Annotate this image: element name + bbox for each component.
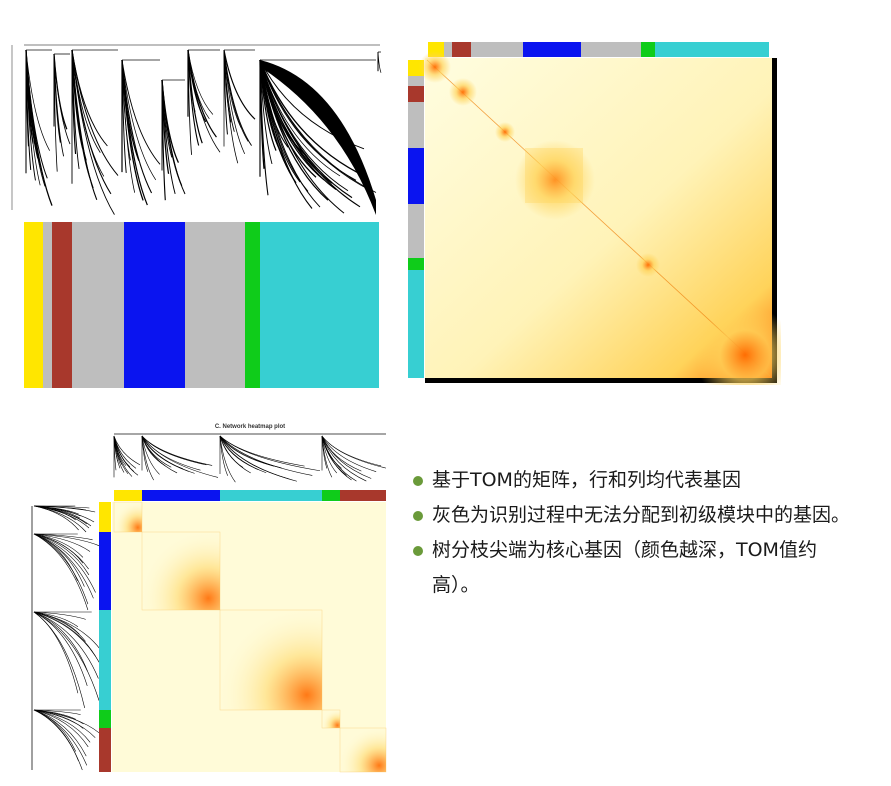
module-segment-turquoise xyxy=(260,222,379,388)
tom-top-segment-grey xyxy=(471,42,523,57)
network-module-block xyxy=(340,728,386,772)
tom-top-segment-turquoise xyxy=(655,42,769,57)
tom-module-block xyxy=(695,305,781,385)
tom-top-segment-brown xyxy=(452,42,471,57)
tom-top-segment-grey xyxy=(444,42,452,57)
tom-left-segment-turquoise xyxy=(408,270,424,378)
network-heatmap-title: C. Network heatmap plot xyxy=(214,424,286,430)
module-segment-yellow xyxy=(24,222,43,388)
network-top-segment-turquoise xyxy=(220,490,322,501)
module-segment-brown xyxy=(52,222,72,388)
tom-top-segment-blue xyxy=(523,42,581,57)
dendrogram-branch xyxy=(53,53,71,172)
dendrogram-branch xyxy=(25,49,53,206)
tom-module-block xyxy=(419,51,451,83)
tom-left-segment-blue xyxy=(408,148,424,204)
dendrogram-branch xyxy=(223,49,256,164)
dendrogram-branch xyxy=(161,79,186,201)
tom-module-block xyxy=(449,78,477,106)
tom-left-segment-green xyxy=(408,258,424,270)
tom-left-segment-grey xyxy=(408,204,424,258)
bullet-text-2: 灰色为识别过程中无法分配到初级模块中的基因。 xyxy=(432,504,851,526)
dendrogram-branch xyxy=(71,49,119,215)
tom-left-segment-grey xyxy=(408,76,424,86)
network-module-block xyxy=(220,610,322,710)
module-segment-grey xyxy=(185,222,245,388)
bullet-text-1: 基于TOM的矩阵，行和列均代表基因 xyxy=(432,469,741,491)
module-color-bar xyxy=(24,222,379,388)
network-left-segment-green xyxy=(99,710,111,728)
bullet-dot-icon xyxy=(413,546,423,556)
tom-heatmap-panel xyxy=(405,40,781,385)
bullet-dot-icon xyxy=(413,476,423,486)
dendrogram-branch xyxy=(259,59,377,215)
network-left-segment-yellow xyxy=(99,502,111,532)
bullet-item-3: 树分枝尖端为核心基因（颜色越深，TOM值约高）。 xyxy=(410,533,850,603)
tom-heatmap xyxy=(408,42,781,385)
network-top-segment-yellow xyxy=(114,490,142,501)
tom-top-segment-green xyxy=(641,42,655,57)
tom-module-block xyxy=(515,140,595,220)
bullet-text-3: 树分枝尖端为核心基因（颜色越深，TOM值约高）。 xyxy=(432,539,817,596)
network-module-block xyxy=(142,532,220,610)
network-module-block xyxy=(114,502,142,532)
network-top-segment-blue xyxy=(142,490,220,501)
explanation-list: 基于TOM的矩阵，行和列均代表基因 灰色为识别过程中无法分配到初级模块中的基因。… xyxy=(410,463,850,603)
tom-top-segment-grey xyxy=(581,42,641,57)
network-top-segment-green xyxy=(322,490,340,501)
module-segment-grey xyxy=(43,222,52,388)
dendrogram-branch xyxy=(121,59,161,206)
tom-module-block xyxy=(636,253,660,277)
network-top-segment-brown xyxy=(340,490,386,501)
network-left-segment-brown xyxy=(99,728,111,772)
network-left-segment-blue xyxy=(99,532,111,610)
gene-dendrogram xyxy=(11,44,382,215)
module-segment-green xyxy=(245,222,260,388)
bullet-item-2: 灰色为识别过程中无法分配到初级模块中的基因。 xyxy=(410,498,850,533)
network-heatmap-panel xyxy=(28,430,390,775)
network-heatmap xyxy=(31,433,387,773)
dendrogram-branch xyxy=(187,49,221,155)
bullet-dot-icon xyxy=(413,511,423,521)
module-segment-blue xyxy=(124,222,185,388)
module-segment-grey xyxy=(72,222,124,388)
tom-left-segment-grey xyxy=(408,102,424,148)
network-top-dendrogram xyxy=(113,433,387,483)
tom-left-segment-brown xyxy=(408,86,424,102)
network-module-block xyxy=(322,710,340,728)
dendrogram-panel xyxy=(10,40,382,392)
dendrogram-branch xyxy=(377,51,382,73)
network-left-dendrogram xyxy=(31,505,101,771)
bullet-item-1: 基于TOM的矩阵，行和列均代表基因 xyxy=(410,463,850,498)
network-left-segment-turquoise xyxy=(99,610,111,710)
tom-module-block xyxy=(495,122,515,142)
tom-blue-block xyxy=(525,148,583,203)
